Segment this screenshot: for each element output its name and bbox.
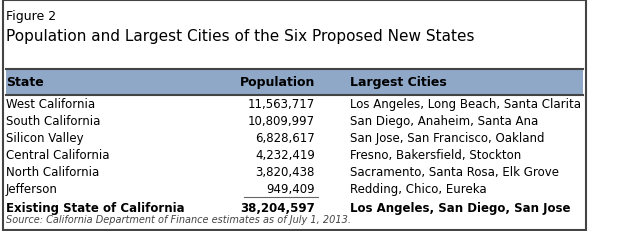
Text: Los Angeles, San Diego, San Jose: Los Angeles, San Diego, San Jose	[350, 201, 571, 214]
Text: Existing State of California: Existing State of California	[6, 201, 185, 214]
Text: 10,809,997: 10,809,997	[248, 115, 315, 128]
Text: 11,563,717: 11,563,717	[248, 98, 315, 111]
Text: 3,820,438: 3,820,438	[256, 165, 315, 178]
Text: Figure 2: Figure 2	[6, 10, 56, 23]
Text: Source: California Department of Finance estimates as of July 1, 2013.: Source: California Department of Finance…	[6, 214, 351, 224]
Text: Population and Largest Cities of the Six Proposed New States: Population and Largest Cities of the Six…	[6, 29, 474, 44]
Text: Central California: Central California	[6, 148, 109, 161]
Bar	[6, 69, 583, 96]
Text: 38,204,597: 38,204,597	[240, 201, 315, 214]
Text: San Diego, Anaheim, Santa Ana: San Diego, Anaheim, Santa Ana	[350, 115, 539, 128]
Text: South California: South California	[6, 115, 100, 128]
Text: State: State	[6, 76, 44, 89]
Text: Population: Population	[240, 76, 315, 89]
Text: Silicon Valley: Silicon Valley	[6, 131, 84, 145]
Text: Sacramento, Santa Rosa, Elk Grove: Sacramento, Santa Rosa, Elk Grove	[350, 165, 559, 178]
Text: San Jose, San Francisco, Oakland: San Jose, San Francisco, Oakland	[350, 131, 545, 145]
Text: 6,828,617: 6,828,617	[255, 131, 315, 145]
Text: North California: North California	[6, 165, 99, 178]
Text: Redding, Chico, Eureka: Redding, Chico, Eureka	[350, 182, 487, 195]
Text: 949,409: 949,409	[266, 182, 315, 195]
Text: Largest Cities: Largest Cities	[350, 76, 447, 89]
Text: Los Angeles, Long Beach, Santa Clarita: Los Angeles, Long Beach, Santa Clarita	[350, 98, 582, 111]
Text: Fresno, Bakersfield, Stockton: Fresno, Bakersfield, Stockton	[350, 148, 522, 161]
Text: West California: West California	[6, 98, 95, 111]
Text: 4,232,419: 4,232,419	[255, 148, 315, 161]
Text: Jefferson: Jefferson	[6, 182, 58, 195]
